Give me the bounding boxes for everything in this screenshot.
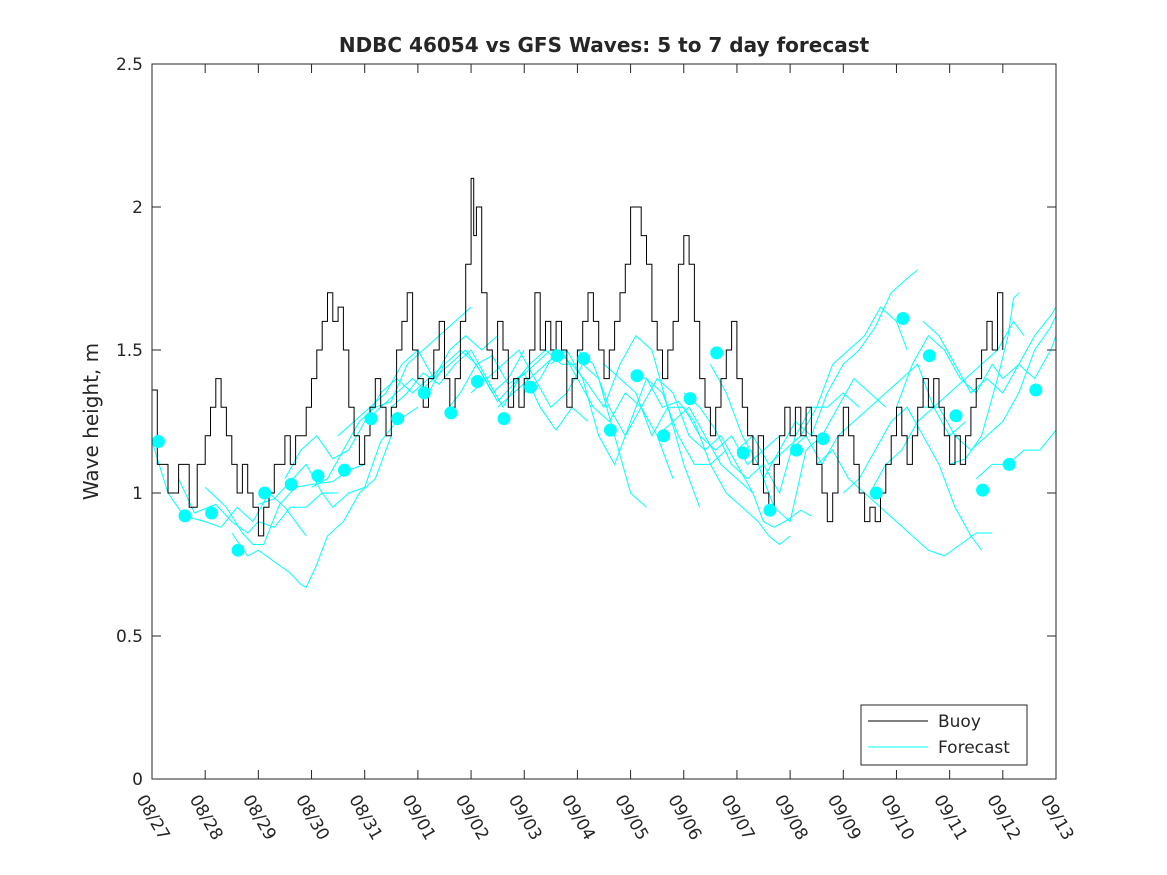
y-tick-label-2: 1 xyxy=(132,484,143,504)
forecast-line-2 xyxy=(204,463,365,545)
y-tick-label-4: 2 xyxy=(132,198,143,218)
forecast-marker-10 xyxy=(417,386,431,400)
forecast-marker-9 xyxy=(391,412,405,426)
forecast-line-29 xyxy=(922,306,1057,394)
forecast-markers xyxy=(151,312,1043,557)
forecast-marker-2 xyxy=(205,506,219,520)
forecast-line-30 xyxy=(923,315,1057,451)
legend-box xyxy=(860,704,1028,766)
forecast-marker-13 xyxy=(497,412,511,426)
forecast-marker-14 xyxy=(524,380,538,394)
y-tick-label-3: 1.5 xyxy=(116,341,143,361)
legend-buoy-label: Buoy xyxy=(938,712,981,732)
forecast-marker-27 xyxy=(896,312,910,325)
legend-forecast-label: Forecast xyxy=(938,738,1010,758)
forecast-line-20 xyxy=(683,392,860,495)
forecast-marker-12 xyxy=(470,375,484,388)
forecast-marker-16 xyxy=(577,352,591,366)
forecast-marker-31 xyxy=(1002,457,1016,471)
forecast-line-13 xyxy=(497,349,674,479)
axes-box xyxy=(151,63,1057,780)
forecast-marker-18 xyxy=(630,369,644,383)
forecast-line-24 xyxy=(789,363,966,466)
forecast-marker-32 xyxy=(1029,383,1043,397)
y-tick-label-1: 0.5 xyxy=(116,627,143,647)
forecast-line-21 xyxy=(709,364,887,523)
legend: Buoy Forecast xyxy=(860,704,1028,766)
forecast-line-16 xyxy=(577,349,754,494)
forecast-marker-17 xyxy=(603,423,617,437)
forecast-line-28 xyxy=(896,334,1057,408)
forecast-line-32 xyxy=(975,429,1057,480)
forecast-line-25 xyxy=(816,449,993,557)
plot-area xyxy=(152,64,1056,779)
forecast-marker-8 xyxy=(364,412,378,426)
forecast-marker-28 xyxy=(922,349,936,363)
forecast-line-0 xyxy=(151,441,307,537)
forecast-marker-0 xyxy=(151,435,165,448)
forecast-marker-21 xyxy=(710,346,724,360)
forecast-line-17 xyxy=(603,363,780,466)
buoy-line xyxy=(152,177,1004,537)
forecast-marker-5 xyxy=(284,477,298,491)
forecast-marker-3 xyxy=(231,543,245,557)
forecast-line-3 xyxy=(231,435,392,589)
forecast-marker-30 xyxy=(976,483,990,497)
forecast-marker-29 xyxy=(949,409,963,423)
forecast-marker-20 xyxy=(683,392,697,406)
forecast-marker-6 xyxy=(311,469,325,483)
forecast-marker-19 xyxy=(657,429,671,443)
forecast-marker-26 xyxy=(869,486,883,500)
forecast-marker-11 xyxy=(444,406,458,420)
forecast-marker-7 xyxy=(338,463,351,477)
forecast-line-26 xyxy=(842,406,983,551)
y-tick-label-5: 2.5 xyxy=(116,55,143,75)
forecast-marker-24 xyxy=(790,443,803,457)
chart-title: NDBC 46054 vs GFS Waves: 5 to 7 day fore… xyxy=(339,33,870,57)
buoy-series xyxy=(152,177,1004,537)
forecast-marker-22 xyxy=(736,446,750,460)
y-axis-label: Wave height, m xyxy=(79,343,103,500)
forecast-marker-15 xyxy=(550,349,564,363)
forecast-marker-4 xyxy=(258,486,272,500)
y-tick-label-0: 0 xyxy=(132,770,143,790)
forecast-line-12 xyxy=(470,349,647,508)
forecast-line-18 xyxy=(630,372,791,546)
forecast-marker-1 xyxy=(178,509,192,523)
forecast-marker-25 xyxy=(816,432,830,446)
forecast-marker-23 xyxy=(763,503,777,517)
